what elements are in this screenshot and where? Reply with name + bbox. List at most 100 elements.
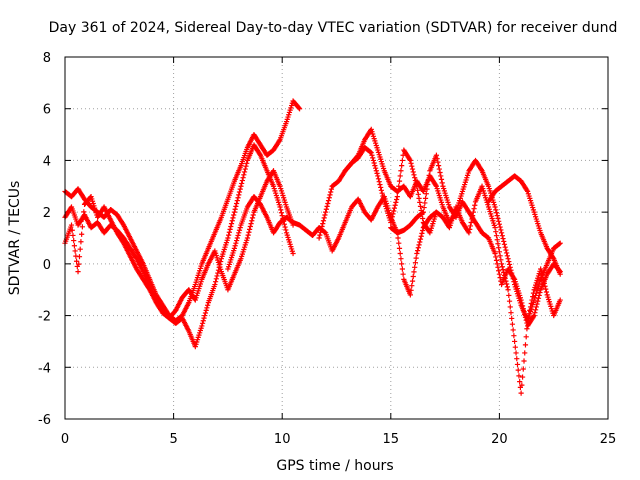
data-point [505,256,511,262]
data-point [407,157,413,164]
data-point [236,189,243,195]
axis-layer: 0 5 10 15 20 25 -6 -4 -2 0 2 4 6 8 [38,51,616,447]
data-point [417,203,424,209]
data-point [537,289,543,296]
data-point [506,261,513,268]
data-point [493,257,500,264]
y-tick-label: 4 [43,154,51,169]
data-point [234,235,240,241]
series-trace-3 [62,168,296,321]
data-point [225,235,231,241]
data-point [417,239,423,245]
data-point [492,204,498,210]
data-point [278,210,285,216]
y-tick-label: 6 [43,103,51,118]
y-axis-label: SDTVAR / TECUs [7,181,23,296]
data-point [396,178,403,184]
series-trace-7 [388,152,563,329]
data-point [397,173,403,179]
data-point [493,229,499,235]
data-point [408,287,414,293]
data-point [522,314,529,320]
data-point [389,214,395,220]
data-point [468,219,474,226]
data-point [498,230,505,236]
data-point [226,229,232,235]
data-point [434,156,440,162]
data-point [533,304,539,310]
data-point [499,233,505,239]
data-point [496,221,502,227]
data-point [233,237,240,244]
data-point [388,219,394,226]
data-point [509,315,515,322]
data-point [414,250,420,257]
data-point [511,333,517,339]
data-point [200,318,206,324]
data-point [543,289,550,295]
data-point [392,202,398,208]
data-point [500,235,506,242]
data-point [316,235,322,241]
data-point [396,245,403,251]
data-point [519,300,525,306]
data-point [239,180,245,187]
data-point [278,207,284,213]
data-point [283,227,289,233]
data-point [398,256,404,262]
data-point [290,250,296,257]
data-point [380,196,387,202]
data-point [203,307,209,313]
data-point [524,326,530,332]
data-point [317,229,324,235]
data-point [437,169,443,176]
data-point [425,181,431,188]
data-point [496,268,502,274]
data-point [378,187,384,193]
data-point [493,233,500,239]
data-point [466,230,472,236]
data-point [76,261,82,267]
data-point [504,253,510,259]
y-tick-label: -2 [38,310,51,325]
data-point [212,281,218,288]
data-point [420,215,426,222]
data-point [493,210,500,216]
data-point [239,177,245,184]
data-point [521,308,527,315]
data-point [557,271,563,277]
data-point [471,206,477,212]
data-point [510,327,516,333]
data-point [377,181,383,188]
data-point [497,224,503,230]
data-point [202,312,208,319]
data-point [322,212,328,218]
data-point [398,168,404,174]
data-point [472,202,478,208]
data-point [372,163,378,169]
data-point [411,269,417,275]
x-tick-label: 0 [61,432,69,447]
data-point [80,216,86,222]
data-point [76,254,83,260]
data-point [504,281,510,287]
data-point [439,180,445,186]
data-point [470,209,476,215]
data-point [231,212,237,218]
data-point [212,279,219,285]
data-point [415,191,421,197]
data-point [327,192,333,198]
data-point [231,245,238,251]
data-point [519,303,526,309]
data-point [296,105,302,111]
data-point [417,236,424,242]
data-point [506,298,513,304]
data-point [399,163,405,169]
data-point [328,186,335,192]
data-point [435,163,442,169]
data-point [497,253,503,259]
x-tick-label: 25 [600,432,617,447]
data-point [237,225,243,231]
data-point [393,196,400,203]
data-point [378,184,384,191]
